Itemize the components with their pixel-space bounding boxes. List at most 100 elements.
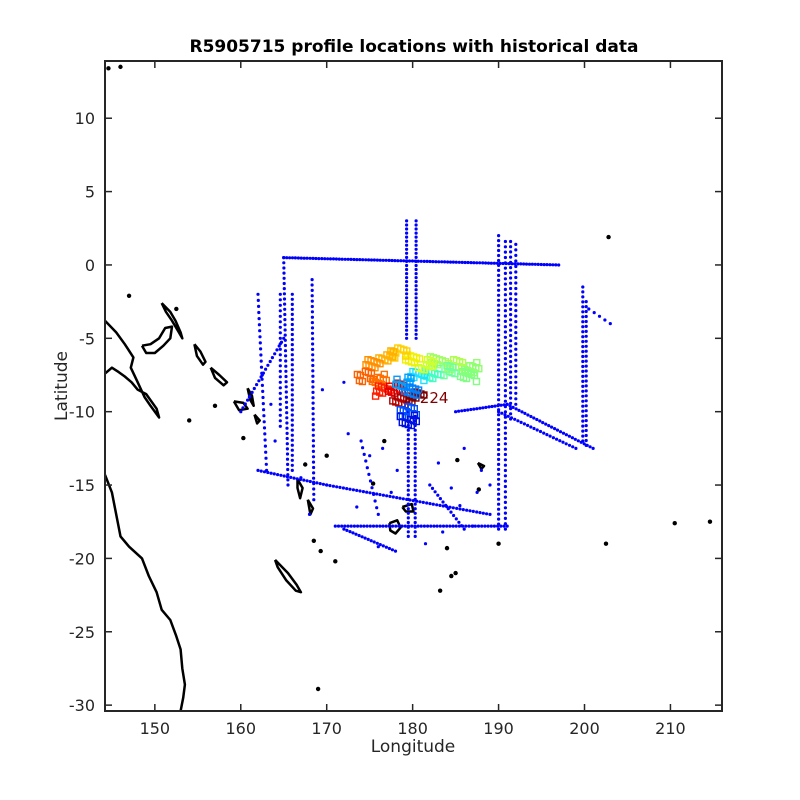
historical-point [532,426,536,431]
historical-point [503,389,507,393]
coastline-bougainville [193,343,207,366]
historical-point [278,380,282,384]
historical-point [258,335,262,339]
historical-point [497,410,501,414]
historical-point [311,385,315,389]
historical-point [406,465,410,469]
historical-point [290,413,294,417]
historical-point [259,469,263,473]
historical-point [378,258,382,262]
historical-point [581,350,585,354]
historical-point [413,502,417,506]
historical-point [296,256,300,260]
historical-point [520,410,524,414]
historical-point [519,262,523,266]
historical-point [406,520,410,525]
historical-data-layer [239,219,612,553]
historical-point [497,313,501,317]
historical-point [285,416,289,420]
historical-point [257,323,261,327]
historical-point [284,390,288,394]
historical-point [514,358,518,362]
historical-point [278,320,282,324]
historical-point [285,475,289,479]
historical-point [497,467,501,471]
historical-point [284,364,288,368]
profile-marker [407,421,415,430]
historical-point [278,331,282,335]
historical-point [584,424,588,428]
historical-point [414,255,418,259]
historical-point [503,341,507,345]
historical-point [509,412,513,416]
historical-point [516,419,520,423]
historical-point [497,373,501,377]
historical-point [405,312,409,316]
historical-point [283,328,287,332]
historical-point [305,479,309,483]
historical-point [555,437,559,441]
historical-point [282,276,286,280]
historical-point [285,426,289,430]
historical-point [358,489,362,493]
historical-point [372,492,376,496]
historical-point [581,285,585,289]
historical-point [497,433,501,437]
historical-point [290,418,294,422]
historical-point [311,433,315,437]
historical-point [514,320,518,324]
historical-point [414,276,418,280]
historical-point [488,483,492,487]
historical-point [522,422,527,426]
historical-point [584,300,588,304]
historical-point [263,444,267,448]
historical-point [278,353,282,357]
historical-point [289,475,293,479]
historical-point [345,487,349,491]
historical-point [290,327,294,332]
historical-point [448,260,453,264]
historical-point [428,502,432,506]
historical-point [514,325,518,329]
y-tick-label: -15 [69,476,95,495]
historical-point [277,344,281,348]
historical-point [345,528,349,533]
historical-point [272,472,276,476]
historical-point [514,259,518,263]
historical-point [503,458,507,462]
historical-point [496,404,500,408]
historical-point [346,524,350,528]
historical-point [359,524,363,528]
historical-point [413,484,417,488]
historical-point [597,314,602,318]
historical-point [361,446,365,450]
historical-point [497,462,501,466]
profile-cluster-layer [353,344,483,430]
islet [437,588,443,593]
historical-point [290,353,294,357]
historical-point [323,257,327,261]
historical-point [368,524,372,528]
historical-point [278,375,282,379]
historical-point [405,251,409,255]
historical-point [320,388,324,392]
historical-point [405,267,409,272]
historical-point [503,447,507,451]
historical-point [278,298,282,302]
historical-point [276,473,280,477]
historical-point [497,244,501,248]
historical-point [284,385,288,389]
historical-point [278,408,282,412]
historical-point [413,520,417,525]
historical-point [310,321,314,325]
historical-point [497,353,501,357]
historical-point [414,284,418,288]
islet [212,403,218,409]
historical-point [581,424,585,428]
historical-point [567,434,572,438]
historical-point [463,408,467,412]
historical-point [514,275,518,280]
historical-point [414,231,418,235]
historical-point [519,420,523,424]
historical-point [378,493,382,497]
